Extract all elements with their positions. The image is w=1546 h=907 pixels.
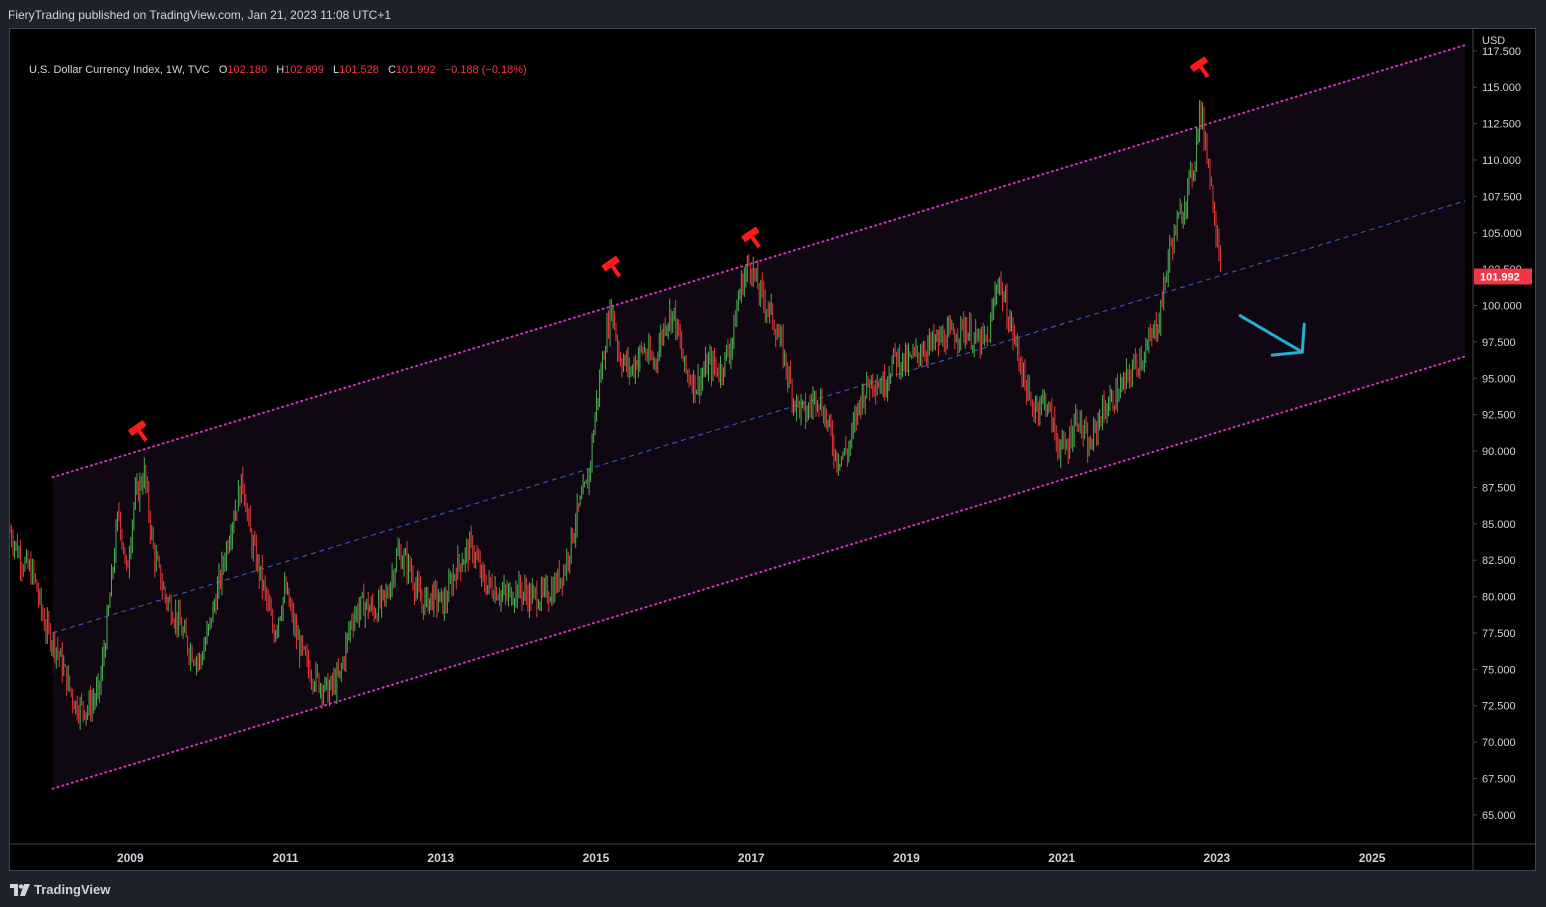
top-header: FieryTrading published on TradingView.co…: [0, 0, 1546, 28]
legend-symbol: U.S. Dollar Currency Index, 1W, TVC: [29, 64, 210, 76]
price-tick-label: 107.500: [1482, 191, 1522, 203]
time-tick-label: 2019: [893, 851, 920, 865]
last-price-badge: [1474, 268, 1532, 285]
price-tick-label: 90.000: [1482, 446, 1516, 458]
axes: USD 65.000 67.500 70.000 72.500 75.000 77.500 8…: [10, 29, 1535, 870]
legend-open-value: 102.180: [227, 64, 268, 76]
tradingview-logo-text: TradingView: [34, 882, 111, 897]
hammer-handle: [137, 429, 148, 442]
hammer-handle: [750, 236, 761, 249]
hammer-icon: [601, 255, 622, 278]
price-tick-label: 97.500: [1482, 337, 1516, 349]
hammer-head: [601, 255, 620, 272]
hammer-head: [741, 226, 760, 243]
channel-upper-line: [51, 44, 1467, 479]
time-tick-label: 2015: [583, 851, 610, 865]
hammer-handle: [611, 265, 622, 278]
legend-open-label: O: [218, 64, 228, 76]
price-tick-label: 117.500: [1482, 46, 1521, 58]
publish-text: FieryTrading published on TradingView.co…: [8, 8, 392, 22]
legend-low-value: 101.528: [339, 64, 379, 76]
price-tick-label: 75.000: [1482, 664, 1516, 676]
price-tick-label: 65.000: [1482, 810, 1516, 822]
annotations: [128, 56, 1306, 442]
legend-low-label: L: [332, 64, 340, 76]
time-tick-label: 2021: [1048, 851, 1075, 865]
time-tick-label: 2013: [427, 851, 454, 865]
bottom-bar: [0, 872, 1546, 907]
price-tick-label: 110.000: [1482, 155, 1521, 167]
channel-mid-line: [52, 200, 1466, 634]
last-price-label: 101.992: [1480, 272, 1520, 284]
price-tick-label: 100.000: [1482, 301, 1522, 313]
chart-svg[interactable]: USD 65.000 67.500 70.000 72.500 75.000 77.500 8…: [10, 29, 1535, 870]
price-tick-label: 105.000: [1482, 228, 1522, 240]
time-tick-label: 2011: [273, 851, 299, 865]
price-tick-label: 112.500: [1482, 119, 1521, 131]
price-tick-label: 72.500: [1482, 701, 1516, 713]
legend: U.S. Dollar Currency Index, 1W, TVC O102…: [29, 64, 527, 76]
price-tick-label: 77.500: [1482, 628, 1516, 640]
arrow-shaft: [1238, 314, 1304, 354]
price-tick-label: 115.000: [1482, 82, 1521, 94]
candles: [10, 100, 1221, 731]
legend-high-label: H: [276, 64, 285, 76]
legend-close-label: C: [387, 64, 396, 76]
down-arrow-icon: [1238, 314, 1306, 357]
price-tick-label: 92.500: [1482, 410, 1516, 422]
price-tick-label: 87.500: [1482, 482, 1516, 494]
price-axis-currency: USD: [1482, 35, 1505, 47]
price-tick-label: 80.000: [1482, 592, 1516, 604]
legend-close-value: 101.992: [395, 64, 436, 76]
legend-change: −0.188 (−0.18%): [444, 64, 527, 76]
price-tick-label: 82.500: [1482, 555, 1516, 567]
hammer-icon: [128, 420, 148, 442]
hammer-handle: [1199, 65, 1210, 78]
time-tick-label: 2017: [738, 851, 765, 865]
price-tick-label: 85.000: [1482, 519, 1516, 531]
tradingview-logo-icon: [10, 883, 30, 896]
legend-high-value: 102.899: [284, 64, 324, 76]
time-tick-label: 2025: [1359, 851, 1386, 865]
hammer-head: [1189, 56, 1208, 72]
price-tick-label: 70.000: [1482, 737, 1516, 749]
hammer-icon: [741, 226, 761, 249]
hammer-head: [128, 420, 147, 436]
price-tick-label: 95.000: [1482, 373, 1516, 385]
regression-channel: [51, 44, 1467, 790]
chart-frame[interactable]: USD 65.000 67.500 70.000 72.500 75.000 77.500 8…: [9, 28, 1536, 871]
time-tick-label: 2009: [117, 851, 144, 865]
arrow-head: [1270, 322, 1306, 357]
time-tick-label: 2023: [1204, 851, 1231, 865]
tradingview-logo[interactable]: TradingView: [10, 882, 110, 897]
hammer-icon: [1189, 56, 1210, 78]
channel-lower-line: [51, 355, 1467, 790]
price-tick-label: 67.500: [1482, 774, 1516, 786]
